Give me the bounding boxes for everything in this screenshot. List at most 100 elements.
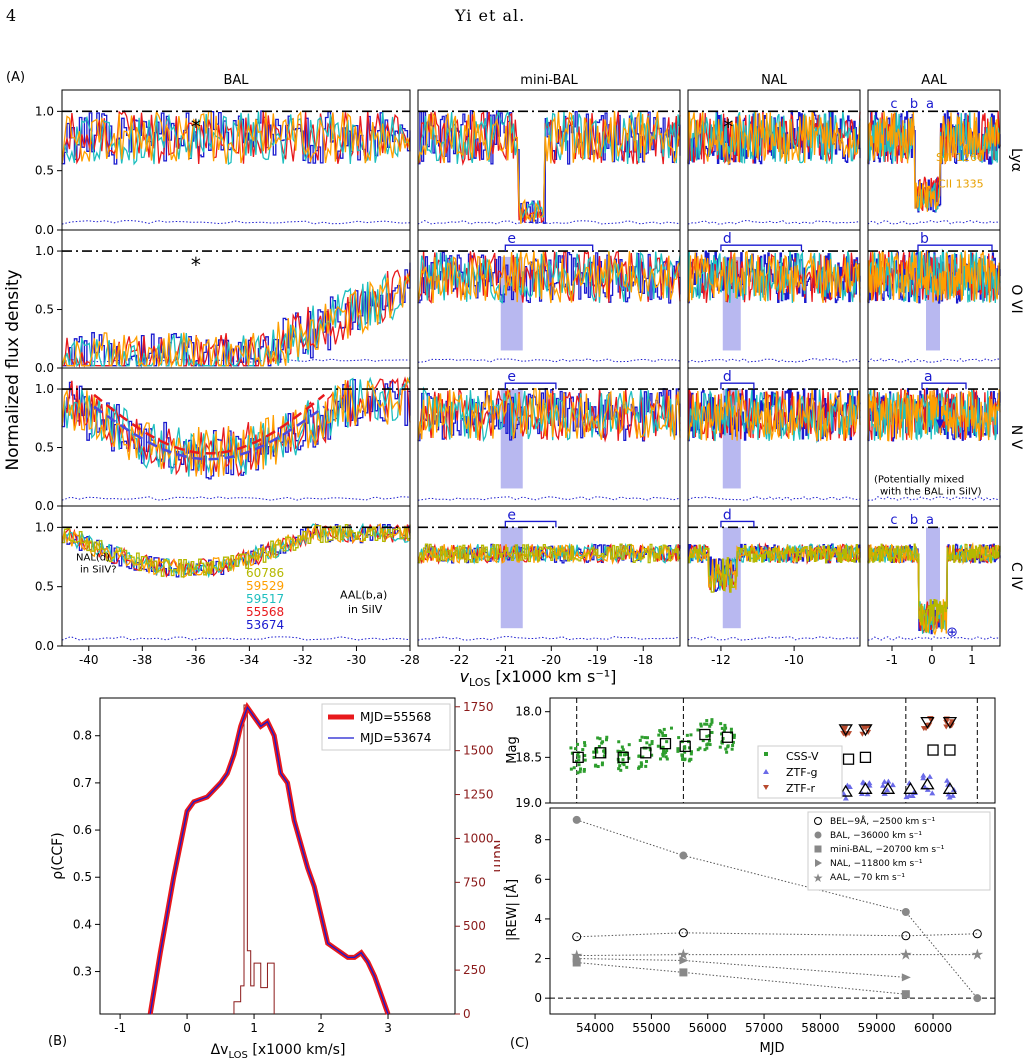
css-v-binned [640, 747, 652, 759]
css-v-point [575, 759, 579, 763]
legend-mjd-59517: 59517 [246, 592, 284, 606]
y-tick-label: 0 [534, 991, 542, 1005]
css-v-point [687, 746, 691, 750]
error-spectrum [61, 496, 411, 501]
spectrum-59517 [61, 272, 411, 369]
absorber-label-a: a [924, 369, 933, 385]
ztf-g-binned [903, 782, 918, 794]
subplot-frame [61, 505, 411, 647]
css-v-point [622, 763, 626, 767]
css-v-point [644, 764, 648, 768]
subplot-nal-2 [687, 367, 861, 507]
subplot-aal-1 [867, 229, 1001, 369]
x-tick-label: 60000 [914, 1021, 952, 1035]
css-v-point [662, 748, 666, 752]
css-v-point [604, 738, 608, 742]
css-v-point [656, 744, 660, 748]
legend-top-2: ZTF-r [786, 782, 816, 795]
ztf-g-point [842, 795, 849, 801]
histogram [233, 704, 275, 1014]
css-v-point [720, 732, 724, 736]
y-tick-right-label: 500 [463, 919, 486, 933]
css-v-point [625, 752, 629, 756]
css-v-point [640, 763, 644, 767]
rew-point-minibal [901, 990, 910, 999]
ztf-g-point [903, 794, 910, 800]
absorber-bracket [504, 382, 557, 390]
ztf-g-point [946, 794, 953, 800]
css-v-point [617, 767, 621, 771]
ztf-g-point [889, 782, 896, 788]
css-v-point [583, 744, 587, 748]
css-v-point [602, 754, 606, 758]
legend-bottom-box [807, 811, 991, 891]
x-tick-label: 55000 [632, 1021, 670, 1035]
css-v-point [665, 749, 669, 753]
css-v-point [641, 755, 645, 759]
y-tick-label: 0.8 [73, 729, 92, 743]
bal-fit-blue [93, 405, 326, 461]
css-v-point [576, 742, 580, 746]
y-tick-label: 19.0 [515, 796, 542, 810]
css-v-point [677, 736, 681, 740]
css-v-point [731, 743, 735, 747]
css-v-point [570, 751, 574, 755]
rew-point-bel [972, 929, 982, 939]
ztf-g-binned [920, 777, 935, 790]
panel-c-label: (C) [510, 1036, 530, 1051]
legend-bottom-0: BEL−9Å, −2500 km s⁻¹ [830, 815, 936, 827]
css-v-point [710, 718, 714, 722]
css-v-point [680, 754, 684, 758]
css-v-point [622, 753, 626, 757]
css-v-point [595, 748, 599, 752]
absorber-bracket [921, 382, 967, 390]
css-v-point [619, 768, 623, 772]
y-tick-label: 0.3 [73, 965, 92, 979]
error-spectrum [417, 220, 681, 225]
css-v-point [619, 753, 623, 757]
css-v-point [696, 728, 700, 732]
subplot-bal-1 [61, 229, 411, 369]
css-v-point [621, 748, 625, 752]
spectrum-59517 [417, 386, 681, 443]
css-v-binned [595, 747, 607, 759]
css-v-point [650, 740, 654, 744]
ztf-g-point [945, 791, 952, 797]
y-tick-label: 0.5 [73, 870, 92, 884]
x-tick-label: 0 [928, 653, 936, 667]
css-v-point [698, 746, 702, 750]
spectrum-59529 [417, 111, 681, 224]
x-tick-label: 1 [250, 1021, 258, 1035]
y-tick-label: 0.4 [73, 917, 92, 931]
panel-a-spectra: BAL mini-BAL NAL AAL Lyα O VI N V C IV Normalize… [3, 73, 1023, 689]
css-v-point [708, 743, 712, 747]
rew-point-minibal [679, 968, 688, 977]
column-header-aal: AAL [921, 73, 947, 88]
css-v-point [643, 736, 647, 740]
spectrum-59517 [687, 388, 861, 444]
ztf-r-point [841, 727, 848, 733]
css-v-point [572, 766, 576, 770]
x-tick-label: -19 [587, 653, 607, 667]
subplot-frame [687, 505, 861, 647]
rew-point-aal: ★ [570, 947, 583, 965]
spectrum-60786 [62, 524, 411, 578]
legend-marker [814, 817, 822, 825]
css-v-point [658, 757, 662, 761]
y-tick-label: 0.0 [35, 223, 54, 237]
ztf-r-point [943, 724, 950, 730]
y-tick-label: 0.0 [35, 499, 54, 513]
y-axis-label: Normalized flux density [3, 269, 23, 470]
legend-bottom-3: NAL, −11800 km s⁻¹ [830, 859, 923, 869]
ztf-g-binned [942, 782, 958, 794]
error-spectrum [417, 358, 681, 363]
spectrum-59529 [61, 272, 411, 368]
sii-label: SiII 1260 [936, 151, 984, 164]
css-v-point [664, 755, 668, 759]
legend-mjd-53674: 53674 [246, 618, 284, 632]
ztf-g-point [920, 775, 927, 781]
legend-marker-ztfg [763, 769, 769, 774]
css-v-point [699, 724, 703, 728]
aal-component-a: a [926, 97, 934, 112]
ztf-g-point [920, 772, 927, 778]
